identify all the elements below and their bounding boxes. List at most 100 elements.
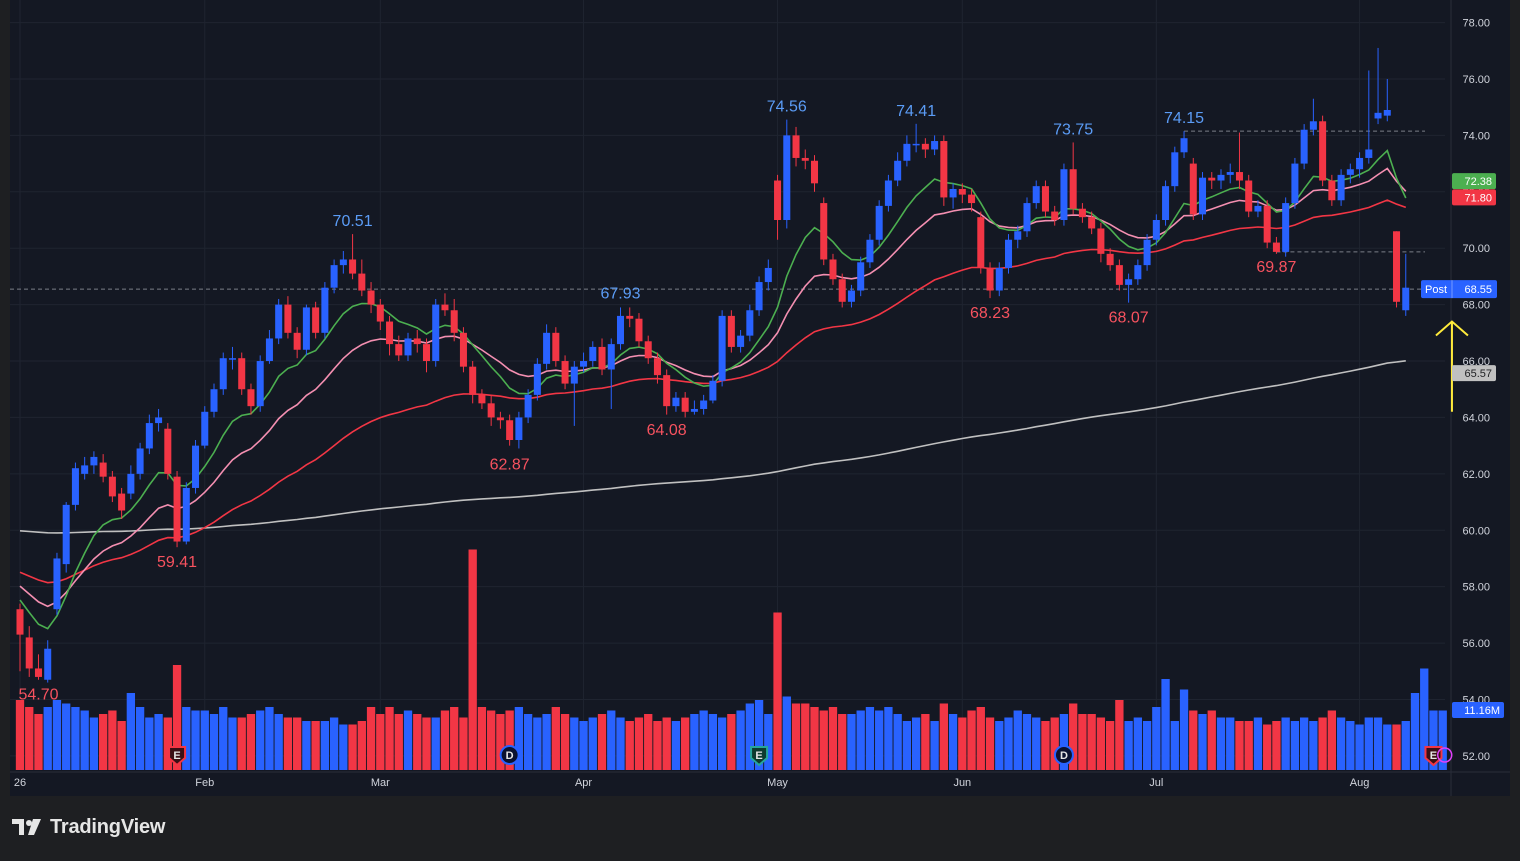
candle[interactable] xyxy=(1041,180,1049,218)
candle[interactable] xyxy=(940,135,948,206)
candle[interactable] xyxy=(1069,142,1077,215)
axis-value-tag[interactable]: 71.80 xyxy=(1452,189,1496,206)
candle[interactable] xyxy=(386,315,394,356)
candle[interactable] xyxy=(108,471,116,503)
candle[interactable] xyxy=(1291,157,1299,209)
candle[interactable] xyxy=(718,310,726,387)
candle[interactable] xyxy=(210,383,218,418)
earnings-event-icon[interactable]: E xyxy=(750,746,769,767)
candle[interactable] xyxy=(515,411,523,449)
candle[interactable] xyxy=(1152,214,1160,246)
candle[interactable] xyxy=(16,603,24,672)
candle[interactable] xyxy=(1208,172,1216,189)
candle[interactable] xyxy=(1356,152,1364,178)
candle[interactable] xyxy=(644,335,652,364)
candle[interactable] xyxy=(977,211,985,274)
candle[interactable] xyxy=(968,188,976,212)
candle[interactable] xyxy=(524,389,532,424)
candle[interactable] xyxy=(312,301,320,339)
candle[interactable] xyxy=(1023,197,1031,237)
candle[interactable] xyxy=(838,273,846,308)
candle[interactable] xyxy=(653,352,661,384)
candle[interactable] xyxy=(25,626,33,677)
candle[interactable] xyxy=(413,330,421,353)
candle[interactable] xyxy=(635,313,643,347)
candle[interactable] xyxy=(173,471,181,548)
volume-value-tag[interactable]: 11.16M xyxy=(1452,702,1504,718)
candle[interactable] xyxy=(1263,200,1271,249)
candle[interactable] xyxy=(1383,78,1391,122)
time-axis[interactable]: 26 Feb Mar Apr May Jun Jul Aug xyxy=(14,777,1369,789)
candle[interactable] xyxy=(376,298,384,330)
candle[interactable] xyxy=(118,487,126,519)
candle[interactable] xyxy=(293,327,301,359)
candle[interactable] xyxy=(330,259,338,294)
candle[interactable] xyxy=(1328,174,1336,206)
candle[interactable] xyxy=(857,256,865,297)
brand-footer[interactable]: TradingView xyxy=(12,814,165,840)
candle[interactable] xyxy=(450,298,458,342)
candle[interactable] xyxy=(1245,174,1253,218)
candle[interactable] xyxy=(1060,163,1068,226)
candle[interactable] xyxy=(284,296,292,339)
candle[interactable] xyxy=(358,259,366,297)
candle[interactable] xyxy=(792,126,800,167)
candle[interactable] xyxy=(875,200,883,246)
candle[interactable] xyxy=(1226,163,1234,184)
candle[interactable] xyxy=(755,276,763,316)
candle[interactable] xyxy=(552,327,560,367)
candle[interactable] xyxy=(995,262,1003,297)
candle[interactable] xyxy=(201,406,209,449)
candle[interactable] xyxy=(580,352,588,373)
candle[interactable] xyxy=(1088,211,1096,235)
candle[interactable] xyxy=(921,138,929,158)
candle[interactable] xyxy=(866,234,874,268)
candle[interactable] xyxy=(607,338,615,409)
candle[interactable] xyxy=(155,408,163,432)
candle[interactable] xyxy=(570,361,578,426)
candle[interactable] xyxy=(422,338,431,373)
candle[interactable] xyxy=(506,414,514,446)
candle[interactable] xyxy=(1282,197,1290,257)
candle[interactable] xyxy=(62,502,70,573)
candle[interactable] xyxy=(727,310,735,353)
candle[interactable] xyxy=(801,149,809,170)
candle[interactable] xyxy=(275,298,283,345)
candle[interactable] xyxy=(931,135,939,156)
candle[interactable] xyxy=(764,259,772,291)
candle[interactable] xyxy=(1319,115,1327,187)
dividend-event-icon[interactable]: D xyxy=(499,745,520,765)
candle[interactable] xyxy=(219,352,227,395)
candle[interactable] xyxy=(1309,98,1317,136)
dividend-event-icon[interactable]: D xyxy=(1053,745,1074,765)
candle[interactable] xyxy=(53,552,61,615)
price-axis[interactable]: 78.0076.0074.0072.0070.0068.0066.0064.00… xyxy=(1421,18,1504,763)
candles[interactable] xyxy=(16,47,1410,683)
candle[interactable] xyxy=(256,355,264,412)
candle[interactable] xyxy=(1014,225,1022,249)
candle[interactable] xyxy=(404,332,412,362)
candle[interactable] xyxy=(774,174,782,240)
candle[interactable] xyxy=(700,394,708,415)
candle[interactable] xyxy=(1032,180,1040,209)
candle[interactable] xyxy=(1125,273,1133,303)
candle[interactable] xyxy=(192,440,200,494)
candle[interactable] xyxy=(349,234,357,280)
candle[interactable] xyxy=(432,298,440,367)
candle[interactable] xyxy=(746,304,754,342)
candle[interactable] xyxy=(302,304,310,356)
candle[interactable] xyxy=(1374,47,1382,125)
candle[interactable] xyxy=(543,324,551,370)
candle[interactable] xyxy=(1106,248,1114,271)
candle[interactable] xyxy=(986,262,994,299)
candle[interactable] xyxy=(912,123,920,153)
candle[interactable] xyxy=(441,293,449,316)
candle[interactable] xyxy=(136,442,144,480)
candle[interactable] xyxy=(496,411,504,429)
post-price-tag[interactable]: Post 68.55 xyxy=(1421,280,1497,299)
candle[interactable] xyxy=(1051,205,1059,226)
candle[interactable] xyxy=(469,361,477,404)
